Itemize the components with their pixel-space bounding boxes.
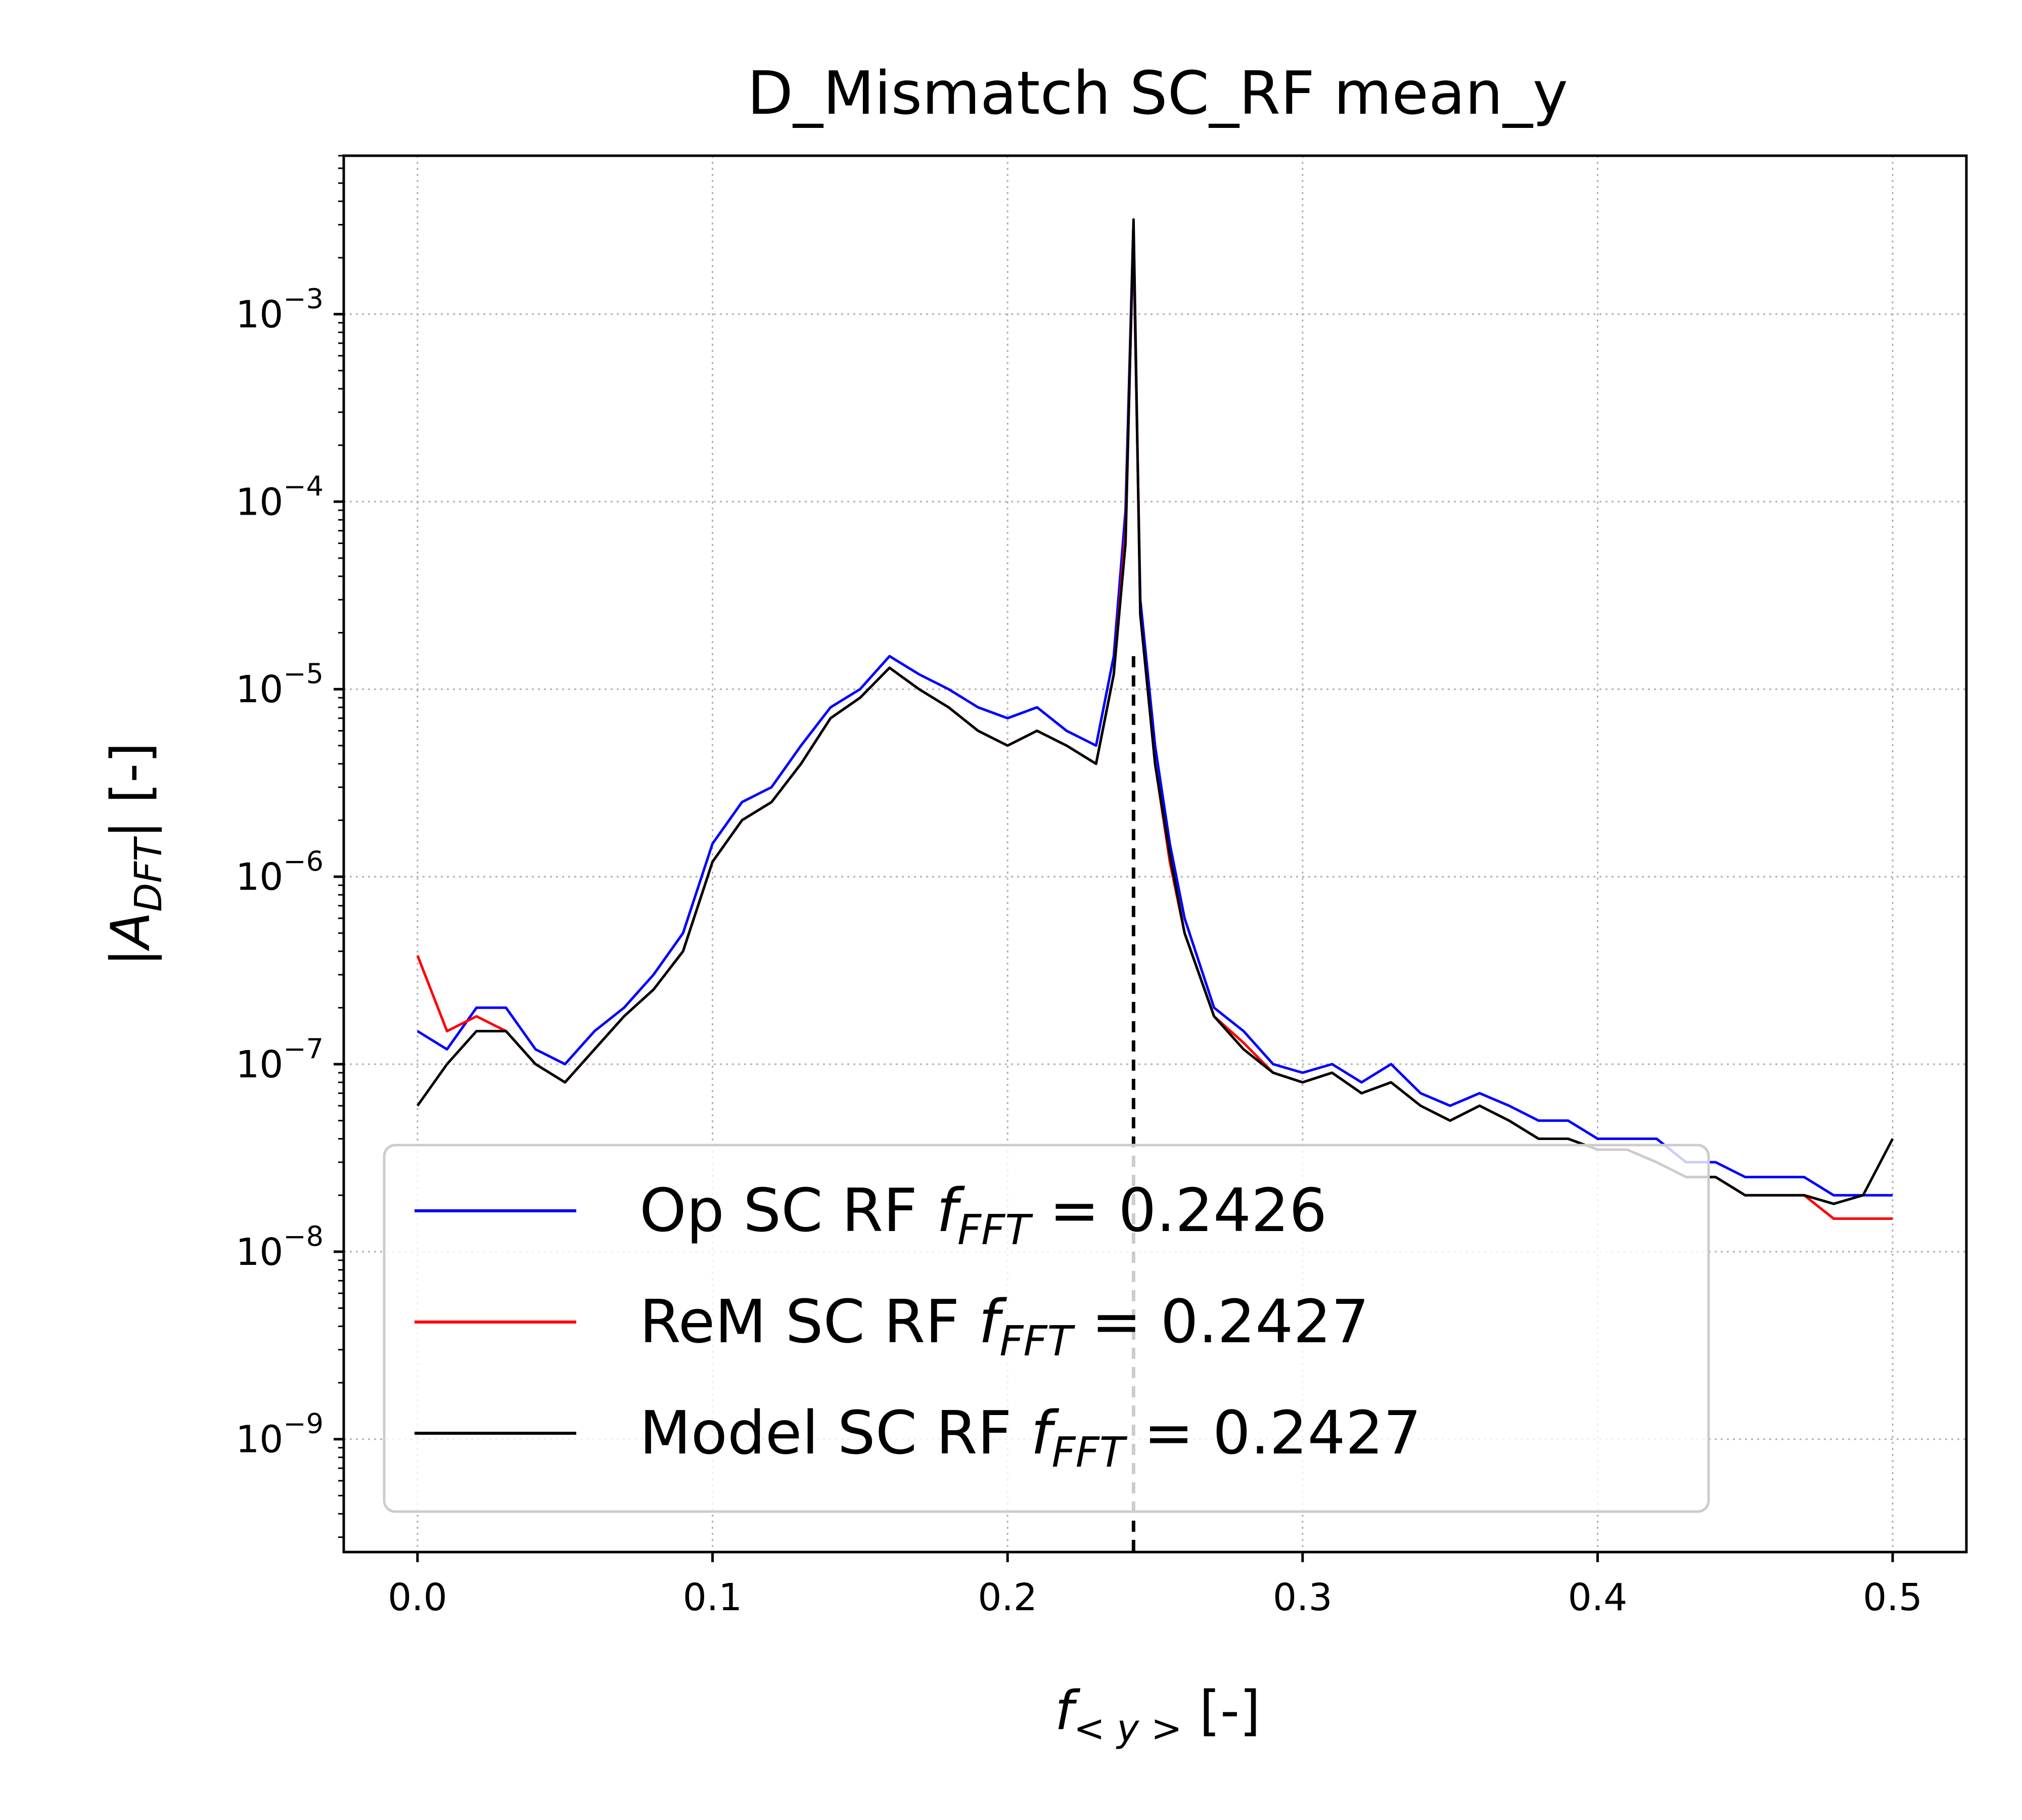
- y-tick-label: 10−3: [236, 283, 324, 336]
- y-tick-label: 10−9: [236, 1408, 324, 1462]
- y-tick-label: 10−8: [236, 1220, 324, 1274]
- legend-label-2: ReM SC RF fFFT = 0.2427: [639, 1287, 1369, 1366]
- y-tick-label: 10−4: [236, 470, 324, 524]
- x-tick-label: 0.0: [388, 1576, 447, 1619]
- x-tick-label: 0.5: [1863, 1576, 1922, 1619]
- x-tick-label: 0.4: [1568, 1576, 1628, 1619]
- y-axis-label: |ADFT| [-]: [100, 742, 170, 966]
- legend-box: [383, 1144, 1710, 1513]
- y-tick-label: 10−6: [236, 845, 324, 899]
- legend-label-3: Model SC RF fFFT = 0.2427: [639, 1398, 1421, 1477]
- x-tick-label: 0.3: [1273, 1576, 1332, 1619]
- plot-frame: [342, 154, 1968, 1554]
- y-tick-label: 10−5: [236, 658, 324, 711]
- y-axis-ticks: 10−9 10−8 10−7 10−6 10−5 10−4 10−3: [236, 283, 344, 1462]
- chart-title: D_Mismatch SC_RF mean_y: [747, 58, 1568, 128]
- x-axis-label: f< y > [-]: [1055, 1679, 1261, 1750]
- x-tick-label: 0.1: [683, 1576, 743, 1619]
- x-axis-ticks: 0.0 0.1 0.2 0.3 0.4 0.5: [388, 1552, 1922, 1619]
- y-tick-label: 10−7: [236, 1033, 324, 1086]
- grid-lines: [344, 156, 1966, 1552]
- x-tick-label: 0.2: [978, 1576, 1037, 1619]
